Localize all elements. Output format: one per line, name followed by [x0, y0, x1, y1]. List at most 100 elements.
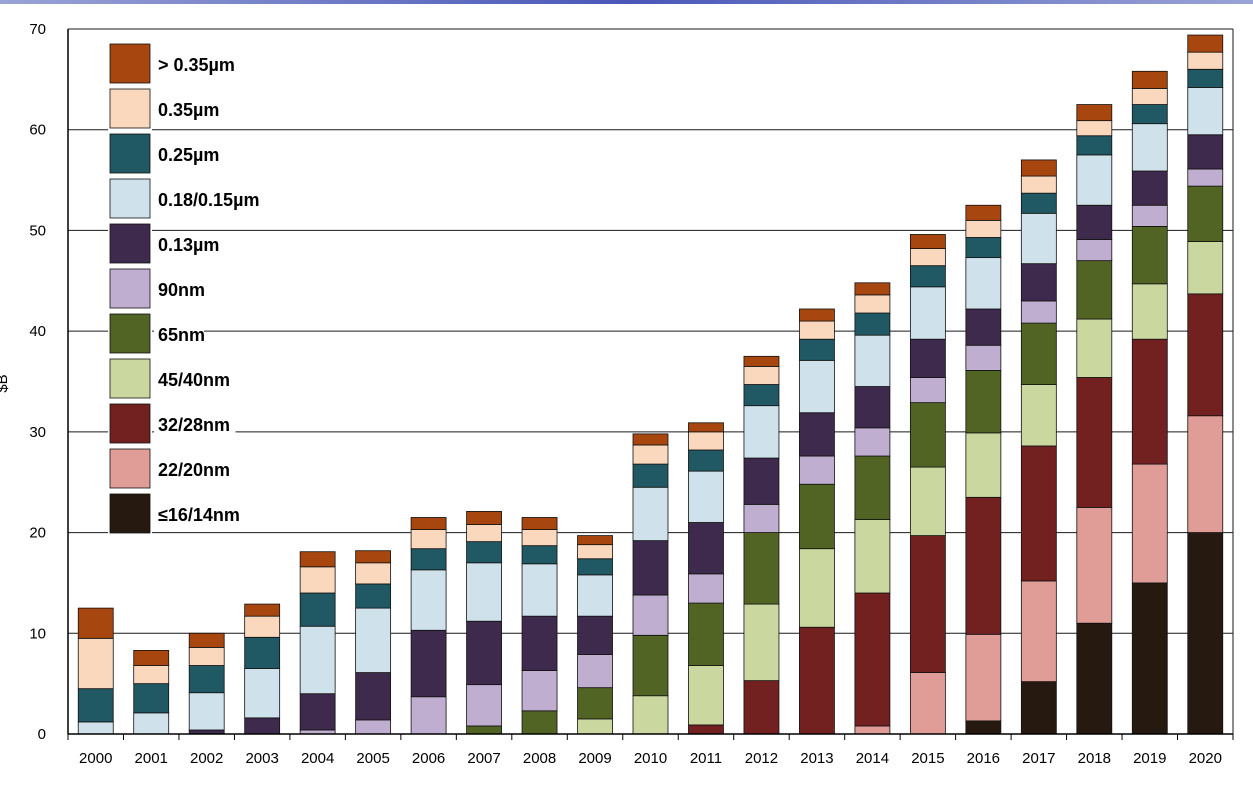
bar-segment: [965, 308, 1002, 346]
y-axis-label: $B: [0, 374, 11, 392]
bar-segment: [854, 592, 891, 727]
bar-segment: [799, 548, 835, 628]
y-tick-label: 50: [29, 222, 46, 239]
bar-segment: [577, 615, 613, 655]
x-tick-label: 2003: [245, 750, 278, 767]
legend-label: 45/40nm: [158, 370, 230, 390]
y-tick-label: 40: [29, 323, 46, 340]
bar-segment: [577, 718, 613, 735]
bar-segment: [799, 455, 835, 485]
bar-segment: [1076, 260, 1113, 320]
bar-segment: [1020, 263, 1057, 302]
bar-segment: [1131, 204, 1168, 227]
x-tick-label: 2006: [412, 750, 445, 767]
bar-segment: [1187, 134, 1224, 170]
bar-segment: [743, 532, 780, 605]
bar-segment: [1076, 318, 1113, 378]
x-tick-label: 2009: [578, 750, 611, 767]
bar-segment: [521, 563, 558, 617]
bar-segment: [521, 670, 558, 712]
bar-segment: [965, 204, 1002, 221]
bar-segment: [854, 725, 891, 735]
bar-segment: [577, 558, 613, 576]
bar-segment: [1131, 88, 1168, 105]
bar-segment: [1020, 681, 1057, 735]
bar-segment: [965, 720, 1002, 735]
bar-segment: [299, 551, 336, 568]
bar-segment: [799, 308, 835, 322]
bar-segment: [244, 615, 281, 638]
bar-segment: [965, 257, 1002, 310]
bar-segment: [688, 665, 724, 726]
legend-swatch: [109, 493, 151, 534]
bar-segment: [688, 422, 724, 433]
bar-segment: [965, 496, 1002, 635]
bar-segment: [743, 384, 780, 407]
legend-label-backing: [154, 142, 225, 168]
legend: > 0.35µm 0.35µm 0.25µm 0.18/0.15µm 0.13µm 90n…: [108, 41, 278, 536]
bar-segment: [188, 665, 225, 694]
x-tick-label: 2013: [800, 750, 833, 767]
x-tick-label: 2001: [135, 750, 168, 767]
x-tick-label: 2020: [1189, 750, 1222, 767]
bar-segment: [688, 431, 724, 451]
bar-segment: [1187, 185, 1224, 242]
bar-segment: [1020, 300, 1057, 324]
bar-segment: [466, 541, 502, 564]
legend-label: 32/28nm: [158, 415, 230, 435]
legend-swatch: [109, 313, 151, 354]
bar-segment: [1131, 283, 1168, 340]
bar-segment: [854, 519, 891, 594]
legend-label: 22/20nm: [158, 460, 230, 480]
bar-segment: [1131, 123, 1168, 172]
x-tick-label: 2002: [190, 750, 223, 767]
bar-segment: [743, 355, 780, 367]
bar-segment: [909, 535, 946, 673]
bar-segment: [799, 338, 835, 361]
bar-segment: [577, 687, 613, 720]
bar-segment: [299, 566, 336, 594]
bar-segment: [410, 696, 447, 735]
bar-segment: [466, 725, 502, 735]
bar-segment: [1076, 239, 1113, 262]
bar-segment: [632, 594, 669, 636]
legend-swatch: [109, 268, 151, 309]
bar-segment: [909, 377, 946, 404]
x-tick-label: 2000: [79, 750, 112, 767]
bar-segment: [244, 603, 281, 617]
x-tick-label: 2008: [523, 750, 556, 767]
bar-segment: [299, 625, 336, 695]
legend-label-backing: [154, 322, 204, 348]
bar-segment: [466, 524, 502, 543]
legend-swatch: [109, 43, 151, 84]
bar-segment: [410, 517, 447, 530]
bar-segment: [133, 665, 170, 685]
x-tick-label: 2014: [856, 750, 889, 767]
bar-segment: [1131, 170, 1168, 206]
bar-segment: [1076, 622, 1113, 735]
x-tick-label: 2016: [967, 750, 1000, 767]
legend-label-backing: [154, 367, 236, 393]
bar-segment: [1187, 293, 1224, 417]
bar-segment: [688, 724, 724, 735]
bar-segment: [965, 370, 1002, 434]
bar-segment: [410, 548, 447, 571]
bar-segment: [743, 405, 780, 459]
bar-segment: [1076, 154, 1113, 206]
bar-segment: [688, 449, 724, 472]
x-tick-label: 2007: [467, 750, 500, 767]
bar-segment: [188, 646, 225, 666]
bar-segment: [188, 692, 225, 731]
bar-segment: [854, 334, 891, 387]
y-tick-label: 70: [29, 21, 46, 38]
legend-label: 0.18/0.15µm: [158, 190, 259, 210]
legend-swatch: [109, 223, 151, 264]
bar-segment: [632, 634, 669, 697]
bar-segment: [355, 562, 392, 585]
bar-segment: [299, 592, 336, 627]
x-tick-label: 2019: [1133, 750, 1166, 767]
legend-label-backing: [154, 187, 278, 213]
bar-segment: [965, 633, 1002, 722]
legend-swatch: [109, 403, 151, 444]
